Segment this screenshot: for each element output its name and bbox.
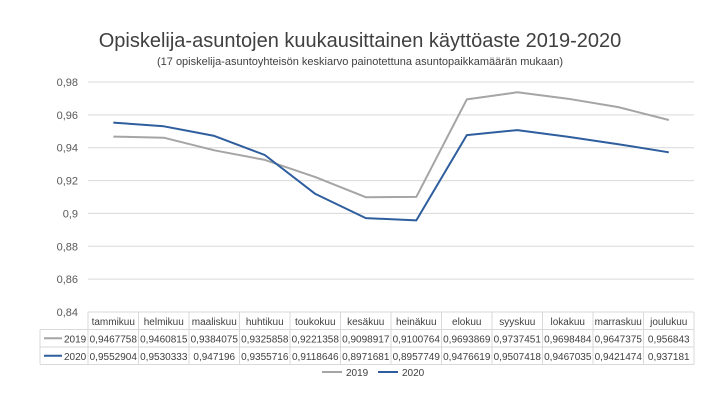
x-category-label: lokakuu (551, 317, 585, 328)
x-category-label: heinäkuu (396, 317, 437, 328)
x-category-label: toukokuu (295, 317, 336, 328)
x-category-label: huhtikuu (246, 317, 284, 328)
data-value-label: 0,9647375 (595, 335, 643, 346)
y-tick-label: 0,94 (57, 143, 78, 155)
data-value-label: 0,9476619 (443, 352, 491, 363)
data-value-label: 0,9460815 (140, 335, 188, 346)
data-value-label: 0,956843 (648, 335, 690, 346)
table-series-name: 2020 (64, 352, 87, 363)
x-category-label: joulukuu (649, 317, 687, 328)
data-value-label: 0,9530333 (140, 352, 188, 363)
x-category-label: marraskuu (595, 317, 642, 328)
legend: 2019 2020 (322, 368, 425, 379)
data-value-label: 0,8971681 (342, 352, 390, 363)
data-value-label: 0,9221358 (292, 335, 340, 346)
y-axis-ticks: 0,84 0,86 0,88 0,9 0,92 0,94 0,96 0,98 (57, 77, 78, 319)
data-value-label: 0,9693869 (443, 335, 491, 346)
legend-label: 2020 (402, 368, 425, 379)
data-value-label: 0,9098917 (342, 335, 390, 346)
legend-label: 2019 (346, 368, 369, 379)
data-value-label: 0,8957749 (393, 352, 441, 363)
series-line-2019 (113, 91, 670, 199)
data-value-label: 0,947196 (193, 352, 235, 363)
data-value-label: 0,9325858 (241, 335, 289, 346)
chart-subtitle: (17 opiskelija-asuntoyhteisön keskiarvo … (156, 56, 564, 68)
data-value-label: 0,9467035 (544, 352, 592, 363)
data-value-label: 0,9100764 (393, 335, 441, 346)
data-value-label: 0,9118646 (292, 352, 339, 363)
y-tick-label: 0,88 (57, 241, 78, 253)
y-tick-label: 0,86 (57, 274, 78, 286)
x-category-label: kesäkuu (347, 317, 384, 328)
series-lines (113, 91, 670, 222)
y-tick-label: 0,9 (63, 208, 78, 220)
x-category-label: helmikuu (144, 317, 184, 328)
chart-title: Opiskelija-asuntojen kuukausittainen käy… (98, 30, 622, 52)
data-value-label: 0,937181 (648, 352, 690, 363)
data-value-label: 0,9384075 (191, 335, 239, 346)
y-tick-label: 0,84 (57, 307, 78, 319)
data-table: tammikuu helmikuu maaliskuu huhtikuu toukoku… (39, 312, 695, 365)
table-series-name: 2019 (64, 335, 87, 346)
series-line-2020 (113, 121, 669, 222)
x-category-label: elokuu (452, 317, 481, 328)
data-value-label: 0,9737451 (494, 335, 542, 346)
data-value-label: 0,9698484 (544, 335, 592, 346)
y-tick-label: 0,92 (57, 176, 78, 188)
data-value-label: 0,9355716 (241, 352, 289, 363)
x-category-label: tammikuu (92, 317, 135, 328)
data-value-label: 0,9421474 (595, 352, 643, 363)
data-value-label: 0,9552904 (90, 352, 138, 363)
data-value-label: 0,9507418 (494, 352, 542, 363)
x-category-label: maaliskuu (192, 317, 237, 328)
data-value-label: 0,9467758 (90, 335, 138, 346)
x-category-label: syyskuu (499, 317, 535, 328)
y-tick-label: 0,98 (57, 77, 78, 89)
y-tick-label: 0,96 (57, 110, 78, 122)
